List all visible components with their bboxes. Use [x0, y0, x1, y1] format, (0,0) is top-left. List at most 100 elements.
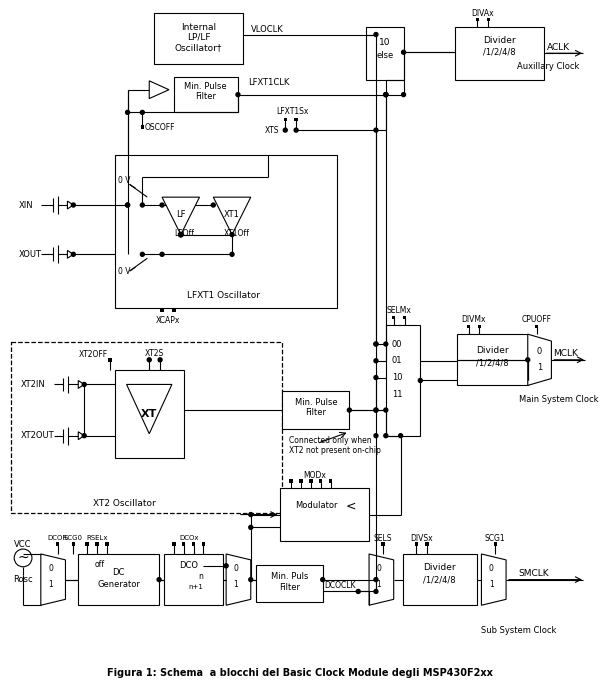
Text: Internal: Internal	[181, 23, 216, 32]
Bar	[457, 334, 527, 386]
Text: else: else	[376, 50, 393, 59]
Text: SCG1: SCG1	[485, 533, 506, 542]
Circle shape	[249, 525, 253, 529]
Text: Figura 1: Schema  a blocchi del Basic Clock Module degli MSP430F2xx: Figura 1: Schema a blocchi del Basic Clo…	[107, 668, 493, 679]
Text: DIVAx: DIVAx	[471, 9, 493, 18]
Circle shape	[158, 358, 162, 362]
Circle shape	[384, 93, 388, 97]
Bar	[108, 358, 112, 361]
Polygon shape	[127, 384, 172, 434]
Bar	[154, 13, 243, 64]
Circle shape	[384, 93, 388, 97]
Text: CPUOFF: CPUOFF	[521, 315, 552, 324]
Circle shape	[72, 203, 75, 207]
Text: SMCLK: SMCLK	[518, 569, 549, 578]
Circle shape	[374, 408, 378, 412]
Circle shape	[140, 252, 144, 256]
Circle shape	[374, 32, 378, 37]
Text: 0 V: 0 V	[118, 267, 131, 276]
Circle shape	[402, 50, 405, 54]
Text: Divider: Divider	[476, 346, 509, 355]
Circle shape	[283, 128, 287, 132]
Circle shape	[356, 589, 360, 594]
Bar	[182, 542, 186, 546]
Circle shape	[320, 578, 325, 582]
Polygon shape	[67, 201, 73, 209]
Text: 0: 0	[489, 565, 493, 574]
Circle shape	[294, 128, 298, 132]
Text: 01: 01	[392, 357, 402, 366]
Circle shape	[384, 342, 388, 346]
Bar	[493, 542, 497, 546]
Text: 00: 00	[392, 339, 402, 348]
Text: LF: LF	[176, 210, 186, 220]
Text: XT2 not present on-chip: XT2 not present on-chip	[289, 446, 381, 455]
Circle shape	[384, 434, 388, 437]
Bar	[402, 554, 476, 605]
Circle shape	[14, 549, 32, 567]
Circle shape	[224, 564, 228, 568]
Bar	[78, 554, 159, 605]
Circle shape	[140, 111, 144, 114]
Text: Generator: Generator	[97, 580, 140, 589]
Text: XT2OFF: XT2OFF	[79, 350, 108, 359]
Text: Auxillary Clock: Auxillary Clock	[517, 61, 580, 70]
Polygon shape	[78, 432, 84, 439]
Text: 11: 11	[392, 390, 402, 399]
Polygon shape	[162, 197, 200, 235]
Polygon shape	[149, 81, 169, 99]
Circle shape	[249, 513, 253, 516]
Text: SELS: SELS	[374, 533, 392, 542]
Circle shape	[140, 203, 144, 207]
Text: LFXT1Sx: LFXT1Sx	[276, 107, 308, 116]
Text: Main System Clock: Main System Clock	[518, 395, 598, 404]
Text: Min. Puls: Min. Puls	[271, 572, 308, 581]
Bar	[487, 18, 490, 21]
Bar	[172, 542, 175, 546]
Text: Rosc: Rosc	[13, 575, 33, 584]
Text: Filter: Filter	[195, 92, 216, 101]
Text: 1: 1	[537, 363, 542, 372]
Bar	[72, 542, 75, 546]
Bar	[12, 342, 282, 513]
Circle shape	[72, 252, 75, 256]
Circle shape	[178, 232, 183, 237]
Circle shape	[179, 233, 183, 236]
Text: Connected only when: Connected only when	[289, 436, 372, 445]
Text: 0: 0	[537, 348, 542, 357]
Text: LP/LF: LP/LF	[187, 33, 210, 42]
Circle shape	[374, 359, 378, 363]
Text: OSCOFF: OSCOFF	[144, 123, 175, 132]
Circle shape	[160, 203, 164, 207]
Text: XT1: XT1	[224, 210, 240, 220]
Bar	[403, 316, 406, 319]
Bar	[115, 155, 336, 307]
Text: /1/2/4/8: /1/2/4/8	[483, 48, 515, 57]
Text: XT2 Oscillator: XT2 Oscillator	[93, 499, 156, 508]
Bar	[329, 480, 333, 483]
Polygon shape	[226, 554, 251, 605]
Bar	[95, 542, 99, 546]
Text: 0: 0	[234, 565, 239, 574]
Bar	[148, 358, 151, 361]
Text: 1: 1	[234, 580, 239, 589]
Circle shape	[230, 233, 234, 236]
Bar	[86, 542, 89, 546]
Bar	[105, 542, 109, 546]
Bar	[158, 358, 162, 361]
Text: XT2OUT: XT2OUT	[21, 431, 55, 440]
Circle shape	[374, 589, 378, 594]
Text: XTS: XTS	[265, 126, 280, 135]
Bar	[283, 117, 287, 121]
Bar	[386, 325, 420, 436]
Bar	[164, 554, 223, 605]
Circle shape	[157, 578, 161, 582]
Polygon shape	[527, 334, 551, 386]
Text: 1: 1	[489, 580, 493, 589]
Text: Modulator: Modulator	[296, 501, 338, 510]
Bar	[535, 325, 538, 328]
Bar	[366, 27, 404, 80]
Text: XOUT: XOUT	[19, 250, 42, 259]
Text: MODx: MODx	[304, 471, 327, 480]
Circle shape	[374, 128, 378, 132]
